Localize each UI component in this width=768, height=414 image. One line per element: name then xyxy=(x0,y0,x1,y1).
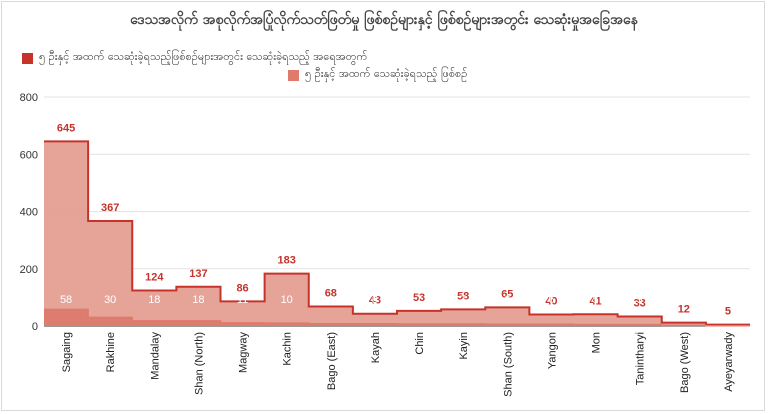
x-category-label: Shan (South) xyxy=(502,332,514,397)
legend-label-incidents: ၅ ဦးနှင့် အထက် သေဆုံးခဲ့ရသည့် ဖြစ်စဉ် xyxy=(305,67,468,80)
x-category-label: Bago (West) xyxy=(679,332,691,393)
data-label-incidents: 7 xyxy=(416,294,422,306)
data-label-incidents: 10 xyxy=(281,294,293,306)
x-category-label: Yangon xyxy=(546,332,558,369)
legend-item-incidents[interactable]: ၅ ဦးနှင့် အထက် သေဆုံးခဲ့ရသည့် ဖြစ်စဉ် xyxy=(288,67,467,83)
y-tick-label: 800 xyxy=(20,92,38,104)
data-label-deaths: 33 xyxy=(634,298,646,310)
data-label-deaths: 65 xyxy=(501,288,513,300)
chart-title: ဒေသအလိုက် အစုလိုက်အပြုံလိုက်သတ်ဖြတ်မှု ဖ… xyxy=(130,12,638,28)
x-category-label: Chin xyxy=(414,332,426,355)
data-label-incidents: 30 xyxy=(104,294,116,306)
data-label-deaths: 86 xyxy=(236,282,248,294)
x-category-label: Mandalay xyxy=(149,332,161,380)
data-label-deaths: 43 xyxy=(369,295,381,307)
data-label-incidents: 7 xyxy=(460,294,466,306)
data-label-incidents: 5 xyxy=(593,294,599,306)
x-category-label: Ayeyarwady xyxy=(723,332,735,392)
series-line-deaths xyxy=(44,140,750,326)
data-label-deaths: 183 xyxy=(278,255,296,267)
legend-swatch-incidents xyxy=(288,69,299,81)
data-label-deaths: 645 xyxy=(57,122,75,134)
x-category-label: Kayah xyxy=(370,332,382,363)
x-category-label: Tanintharyi xyxy=(635,332,647,385)
legend-label-deaths: ၅ ဦးနှင့် အထက် သေဆုံးခဲ့ရသည့်ဖြစ်စဉ်များ… xyxy=(39,50,368,63)
x-category-label: Mon xyxy=(591,332,603,353)
data-label-incidents: 2 xyxy=(681,294,687,306)
y-tick-label: 200 xyxy=(20,264,38,276)
series-area-deaths xyxy=(44,141,750,326)
data-label-deaths: 5 xyxy=(725,306,731,318)
series-line-incidents xyxy=(44,308,750,327)
legend-item-deaths[interactable]: ၅ ဦးနှင့် အထက် သေဆုံးခဲ့ရသည့်ဖြစ်စဉ်များ… xyxy=(22,50,367,66)
data-label-incidents: 6 xyxy=(504,294,510,306)
data-label-incidents: 18 xyxy=(192,294,204,306)
data-label-incidents: 6 xyxy=(548,294,554,306)
x-category-label: Kachin xyxy=(282,332,294,366)
legend-swatch-deaths xyxy=(22,52,33,64)
x-category-label: Shan (North) xyxy=(193,332,205,395)
x-category-label: Sagaing xyxy=(61,332,73,372)
data-label-incidents: 58 xyxy=(60,294,72,306)
y-tick-label: 0 xyxy=(32,321,38,333)
data-label-deaths: 68 xyxy=(325,288,337,300)
data-label-incidents: 5 xyxy=(637,294,643,306)
data-label-deaths: 53 xyxy=(413,292,425,304)
data-label-incidents: 1 xyxy=(725,294,731,306)
x-category-label: Rakhine xyxy=(105,332,117,372)
x-category-label: Bago (East) xyxy=(326,332,338,390)
data-label-deaths: 367 xyxy=(101,202,119,214)
data-label-incidents: 8 xyxy=(372,294,378,306)
data-label-deaths: 58 xyxy=(457,290,469,302)
data-label-deaths: 137 xyxy=(189,268,207,280)
y-tick-label: 600 xyxy=(20,149,38,161)
data-label-deaths: 40 xyxy=(545,296,557,308)
data-label-deaths: 124 xyxy=(145,272,164,284)
data-label-incidents: 11 xyxy=(237,294,248,306)
y-tick-label: 400 xyxy=(20,207,38,219)
x-category-label: Magway xyxy=(238,332,250,373)
data-label-incidents: 8 xyxy=(328,294,334,306)
data-label-deaths: 41 xyxy=(589,295,601,307)
data-label-deaths: 12 xyxy=(678,304,690,316)
data-label-incidents: 18 xyxy=(148,294,160,306)
x-category-label: Kayin xyxy=(458,332,470,360)
